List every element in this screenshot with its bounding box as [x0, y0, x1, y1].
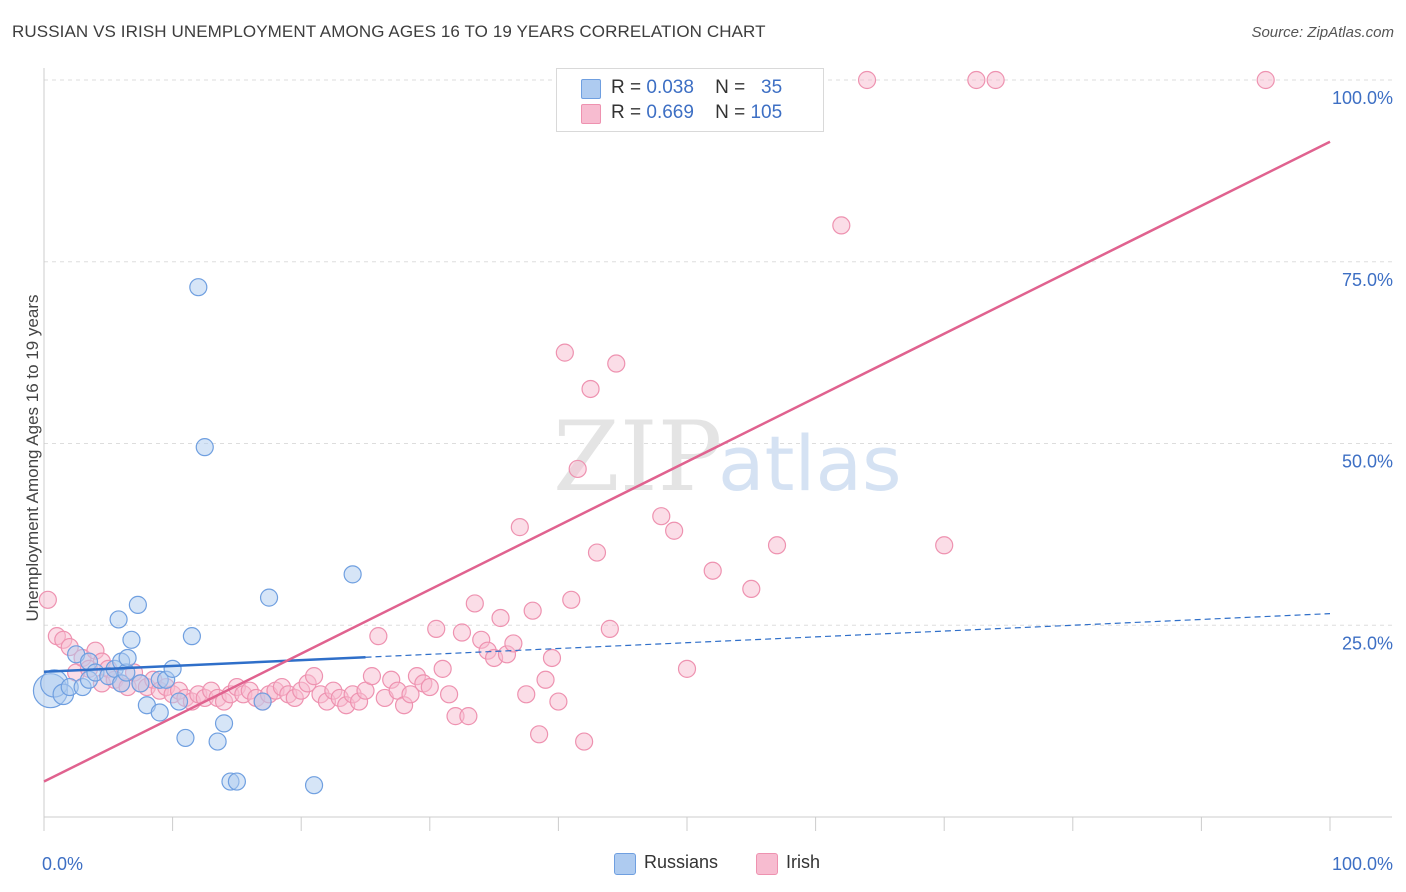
russian-point [169, 692, 189, 711]
legend-n-value-irish: 105 [750, 102, 783, 123]
russian-point [109, 610, 128, 629]
irish-point [677, 659, 697, 678]
irish-point [562, 590, 581, 609]
russian-point [131, 674, 150, 693]
irish-point [600, 619, 619, 638]
russian-point [227, 772, 246, 791]
irish-point [832, 216, 851, 235]
legend-r-label-russians: R = [611, 77, 642, 98]
irish-point [433, 659, 452, 678]
russian-point [150, 703, 169, 722]
irish-point [491, 608, 510, 628]
x-tick-label-max: 100.0% [1332, 854, 1393, 874]
russian-point [189, 278, 208, 297]
grid-lines [44, 79, 1392, 626]
irish-point [459, 707, 478, 726]
irish-point [1256, 70, 1275, 90]
irish-legend-swatch [756, 853, 778, 875]
russians-swatch [581, 79, 601, 99]
trend-lines [43, 140, 1331, 783]
irish-point [703, 561, 722, 580]
y-tick-label: 25.0% [1342, 633, 1393, 653]
irish-point [304, 667, 324, 686]
irish-point [427, 619, 446, 638]
irish-point [967, 70, 986, 90]
russian-point [253, 692, 272, 711]
legend-n-label-russians: N = [715, 77, 746, 98]
russian-point [259, 588, 279, 607]
legend-n-value-russians: 35 [761, 77, 783, 98]
russians-legend-swatch [614, 853, 636, 875]
legend-r-value-irish: 0.669 [646, 102, 694, 123]
irish-point [439, 685, 459, 704]
irish-point [38, 590, 57, 609]
irish-point [767, 536, 787, 555]
irish-point [420, 677, 439, 697]
irish-point [575, 732, 594, 751]
irish-legend-label: Irish [786, 852, 821, 872]
chart-title: RUSSIAN VS IRISH UNEMPLOYMENT AMONG AGES… [12, 22, 766, 41]
irish-point [504, 634, 523, 653]
irish-point [362, 667, 382, 686]
irish-point [549, 692, 568, 711]
russian-point [182, 627, 201, 646]
tick-labels: 25.0% 50.0% 75.0% 100.0% 0.0% 100.0% [42, 88, 1393, 874]
russian-point [343, 565, 362, 584]
russian-point [176, 728, 195, 748]
russian-point [122, 630, 141, 649]
irish-point [665, 521, 684, 540]
irish-point [542, 648, 562, 668]
irish-point [935, 536, 954, 555]
y-axis-label: Unemployment Among Ages 16 to 19 years [23, 295, 42, 622]
irish-point [986, 70, 1005, 90]
y-tick-label: 100.0% [1332, 88, 1393, 108]
irish-point [652, 507, 671, 526]
russians-trend-line-extended [365, 613, 1331, 658]
irish-point [530, 725, 549, 744]
irish-point [555, 343, 574, 362]
watermark-atlas: atlas [718, 419, 902, 508]
russian-point [163, 659, 182, 678]
legend-r-label-irish: R = [611, 102, 642, 123]
irish-point [510, 518, 529, 537]
x-tick-label-min: 0.0% [42, 854, 83, 874]
irish-point [401, 685, 420, 704]
russian-point [304, 776, 324, 795]
y-tick-label: 50.0% [1342, 452, 1393, 472]
irish-point [587, 543, 607, 562]
russian-point [208, 732, 227, 751]
legend-top: R = 0.038 N = 35 R = 0.669 N = 105 [556, 68, 824, 132]
irish-point [523, 601, 542, 620]
irish-swatch [581, 104, 601, 124]
irish-point [517, 685, 536, 704]
russian-point [128, 595, 147, 614]
russian-point [118, 648, 137, 668]
legend-n-label-irish: N = [715, 102, 746, 123]
irish-point [857, 70, 877, 90]
legend-r-value-russians: 0.038 [646, 77, 694, 98]
russian-point [214, 714, 234, 733]
irish-trend-line [43, 140, 1331, 783]
irish-point [452, 623, 472, 642]
irish-point [465, 594, 484, 613]
russians-legend-label: Russians [644, 852, 719, 872]
irish-point [536, 670, 555, 689]
russian-points [32, 278, 362, 795]
irish-point [568, 459, 587, 479]
watermark: ZIP atlas [553, 401, 902, 513]
russians-trend-line [43, 655, 366, 674]
irish-point [581, 379, 600, 399]
irish-point [607, 354, 626, 373]
y-tick-label: 75.0% [1342, 270, 1393, 290]
source-label: Source: ZipAtlas.com [1251, 24, 1394, 41]
russian-point [195, 438, 214, 457]
irish-point [369, 627, 388, 646]
irish-point [742, 579, 761, 599]
